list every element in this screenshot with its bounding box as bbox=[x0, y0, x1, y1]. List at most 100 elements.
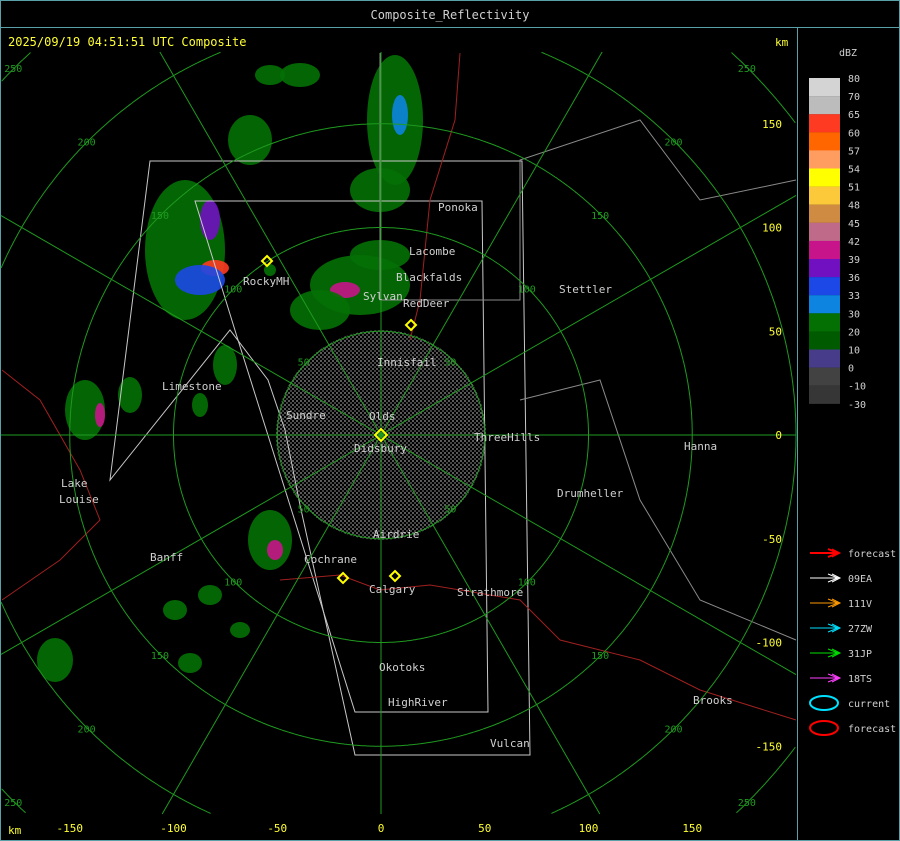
ring-label: 200 bbox=[664, 724, 682, 735]
track-arrow-icon bbox=[810, 623, 842, 633]
legend-value: 39 bbox=[848, 255, 860, 266]
place-label: Okotoks bbox=[379, 661, 425, 674]
range-ring bbox=[1, 52, 796, 814]
place-label: Olds bbox=[369, 410, 396, 423]
county-boundaries bbox=[1, 52, 797, 756]
boundary bbox=[519, 379, 797, 641]
track-arrow-icon bbox=[810, 598, 842, 608]
ring-label: 50 bbox=[298, 358, 310, 369]
legend-swatch bbox=[809, 96, 840, 115]
legend-value: 10 bbox=[848, 346, 860, 357]
ring-label: 50 bbox=[298, 504, 310, 515]
legend-value: 51 bbox=[848, 183, 860, 194]
legend-swatch bbox=[809, 367, 840, 386]
echo bbox=[200, 200, 220, 240]
place-label: HighRiver bbox=[388, 696, 448, 709]
legend-value: 57 bbox=[848, 146, 860, 157]
outer-domain-box bbox=[109, 160, 531, 756]
legend-value: 60 bbox=[848, 128, 860, 139]
place-label: ThreeHills bbox=[474, 431, 540, 444]
map-area: 50 50 50 50 100 100 100 100 150 150 150 150 200 200 20… bbox=[0, 51, 797, 815]
range-ring bbox=[0, 51, 797, 814]
legend-swatch bbox=[809, 313, 840, 332]
legend-swatch bbox=[809, 349, 840, 368]
legend-swatch bbox=[809, 259, 840, 278]
x-tick-label: -50 bbox=[267, 822, 287, 835]
km-label-top: km bbox=[775, 36, 789, 49]
radial-line bbox=[159, 51, 601, 815]
ring-label: 150 bbox=[591, 211, 609, 222]
legend-title: dBZ bbox=[839, 48, 857, 59]
track-arrow-icon bbox=[810, 548, 842, 558]
echo bbox=[267, 540, 283, 560]
legend-swatch bbox=[809, 240, 840, 260]
legend-swatch bbox=[809, 295, 840, 314]
legend-swatch bbox=[809, 132, 840, 151]
echo bbox=[255, 65, 285, 85]
legend-swatch bbox=[809, 222, 840, 241]
place-label: Louise bbox=[59, 493, 99, 506]
ring-label: 150 bbox=[591, 651, 609, 662]
echo bbox=[392, 95, 408, 135]
ring-label: 200 bbox=[78, 724, 96, 735]
place-label: Brooks bbox=[693, 694, 733, 707]
site-marker-icon[interactable] bbox=[260, 254, 274, 268]
x-tick-label: 150 bbox=[682, 822, 702, 835]
echo bbox=[192, 393, 208, 417]
legend-value: 20 bbox=[848, 327, 860, 338]
echo bbox=[37, 638, 73, 682]
place-label: Strathmore bbox=[457, 586, 523, 599]
track-ellipse-icon bbox=[809, 695, 839, 711]
echo bbox=[280, 63, 320, 87]
place-labels: Ponoka Lacombe Blackfalds RockyMH SylvanRedD… bbox=[59, 201, 733, 750]
ring-label: 200 bbox=[664, 138, 682, 149]
echo bbox=[175, 265, 225, 295]
y-tick-label: 150 bbox=[762, 118, 782, 131]
ring-label: 200 bbox=[78, 138, 96, 149]
y-tick-label: 50 bbox=[769, 325, 782, 338]
radial-line bbox=[161, 51, 603, 815]
place-label: Innisfail bbox=[377, 356, 437, 369]
place-label: Hanna bbox=[684, 440, 717, 453]
legend-value: 0 bbox=[848, 364, 854, 375]
place-label: Calgary bbox=[369, 583, 416, 596]
site-marker-icon[interactable] bbox=[404, 318, 418, 332]
ring-label: 100 bbox=[518, 578, 536, 589]
x-tick-label: -100 bbox=[160, 822, 187, 835]
place-label: Sundre bbox=[286, 409, 326, 422]
timestamp-label: 2025/09/19 04:51:51 UTC Composite bbox=[8, 35, 246, 49]
legend-swatch bbox=[809, 186, 840, 205]
place-label: RedDeer bbox=[403, 297, 450, 310]
track-ellipse-icon bbox=[809, 720, 839, 736]
place-label: Didsbury bbox=[354, 442, 407, 455]
place-label: Sylvan bbox=[363, 290, 403, 303]
place-label: Lacombe bbox=[409, 245, 455, 258]
ring-label: 150 bbox=[151, 651, 169, 662]
y-tick-label: -50 bbox=[762, 533, 782, 546]
place-label: Airdrie bbox=[373, 528, 419, 541]
legend-value: 70 bbox=[848, 92, 860, 103]
site-marker-icon[interactable] bbox=[388, 569, 402, 583]
legend-value: -10 bbox=[848, 382, 866, 393]
legend-swatch bbox=[809, 150, 840, 169]
legend-swatch bbox=[809, 168, 840, 187]
ring-label: 50 bbox=[444, 504, 456, 515]
place-label: Lake bbox=[61, 477, 88, 490]
legend-value: 54 bbox=[848, 165, 860, 176]
legend-value: 42 bbox=[848, 237, 860, 248]
track-arrow-icon bbox=[810, 573, 842, 583]
echo bbox=[213, 345, 237, 385]
legend-track-label: 18TS bbox=[848, 674, 872, 685]
legend-swatch bbox=[809, 78, 840, 97]
radar-site-icon[interactable] bbox=[373, 427, 389, 443]
track-arrow-icon bbox=[810, 673, 842, 683]
range-rings: 50 50 50 50 100 100 100 100 150 150 150 150 200 200 20… bbox=[0, 51, 797, 815]
legend-value: 48 bbox=[848, 201, 860, 212]
legend-track-label: 31JP bbox=[848, 649, 872, 660]
legend-value: 36 bbox=[848, 273, 860, 284]
legend-value: 65 bbox=[848, 110, 860, 121]
site-marker-icon[interactable] bbox=[336, 571, 350, 585]
echo bbox=[163, 600, 187, 620]
legend-value: 45 bbox=[848, 219, 860, 230]
